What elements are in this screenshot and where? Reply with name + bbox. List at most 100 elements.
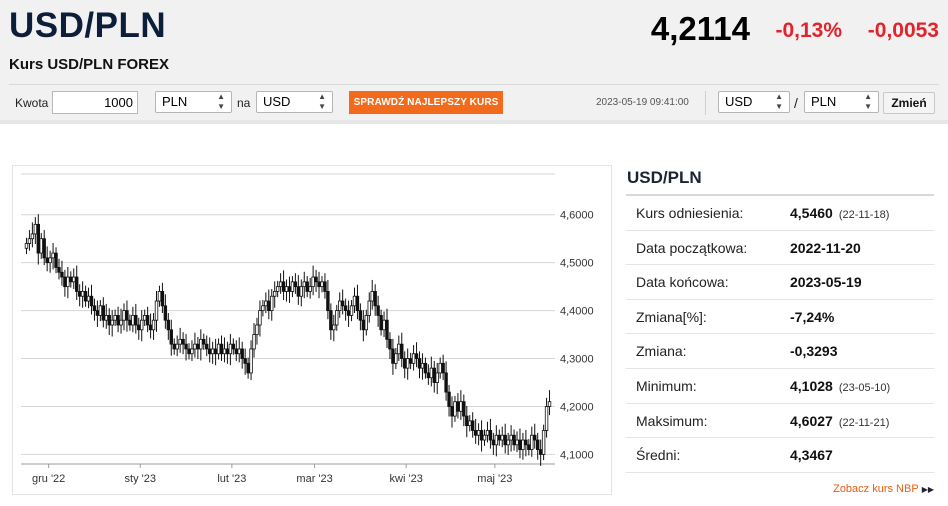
stats-title: USD/PLN xyxy=(626,164,934,196)
candle-body xyxy=(166,319,171,331)
to-currency-select[interactable]: USD ▲ ▼ xyxy=(256,91,333,113)
candle-body xyxy=(234,348,238,355)
to-currency-value: USD xyxy=(263,94,291,109)
candle-body xyxy=(388,338,392,350)
from-currency-select[interactable]: PLN ▲ ▼ xyxy=(155,91,232,113)
stats-value: 2022-11-20 xyxy=(790,240,861,256)
candle-body xyxy=(465,415,469,427)
candle-body xyxy=(515,439,519,446)
candle-body xyxy=(326,291,330,312)
stats-value-text: 4,5460 xyxy=(790,205,833,221)
candle-body xyxy=(57,267,61,273)
stats-row: Zmiana: -0,3293 xyxy=(626,334,934,369)
candle-body xyxy=(420,362,425,369)
candle-body xyxy=(494,434,499,446)
stats-value-text: 4,6027 xyxy=(790,412,833,429)
candle-body xyxy=(444,372,448,393)
candle-body xyxy=(373,291,377,307)
stats-key: Maksimum: xyxy=(636,412,708,429)
candle-body xyxy=(340,300,345,307)
candle-body xyxy=(154,300,159,321)
change-pair-button[interactable]: Zmień xyxy=(883,92,935,114)
candle-body xyxy=(237,348,241,355)
candle-body xyxy=(225,348,230,355)
candle-body xyxy=(181,338,185,345)
candle-body xyxy=(538,449,543,455)
candle-body xyxy=(346,310,351,316)
x-tick-label: maj '23 xyxy=(477,473,512,485)
amount-input[interactable] xyxy=(52,91,138,114)
y-tick-label: 4,2000 xyxy=(560,401,594,413)
candle-body xyxy=(48,257,52,264)
candle-body xyxy=(453,401,457,417)
candle-body xyxy=(287,286,292,292)
candle-body xyxy=(314,276,318,283)
candle-body xyxy=(36,223,40,254)
stats-value: 4,5460 (22-11-18) xyxy=(790,205,889,221)
candle-body xyxy=(533,434,537,441)
from-currency-value: PLN xyxy=(162,94,188,109)
stats-value-text: 4,1028 xyxy=(790,377,833,394)
candle-body xyxy=(228,343,233,355)
candle-body xyxy=(441,362,445,374)
candle-body xyxy=(83,291,88,302)
quote-timestamp: 2023-05-19 09:41:00 xyxy=(596,97,689,108)
candle-body xyxy=(338,300,342,312)
quote-currency-select[interactable]: PLN ▲ ▼ xyxy=(804,91,879,113)
candle-body xyxy=(246,362,250,374)
candle-body xyxy=(296,286,301,297)
page-subtitle: Kurs USD/PLN FOREX xyxy=(9,56,170,73)
candle-body xyxy=(243,358,247,364)
candle-body xyxy=(240,348,244,359)
candle-body xyxy=(500,434,504,441)
candle-body xyxy=(541,430,546,455)
candle-body xyxy=(536,439,540,451)
candle-body xyxy=(175,343,179,350)
stats-key: Data końcowa: xyxy=(636,274,729,291)
y-tick-label: 4,6000 xyxy=(560,210,594,222)
select-arrows-icon: ▲ ▼ xyxy=(217,92,225,111)
candle-body xyxy=(270,295,274,312)
candle-body xyxy=(450,406,454,417)
candle-body xyxy=(527,444,531,451)
candle-body xyxy=(187,348,191,355)
candle-body xyxy=(122,310,126,321)
candle-body xyxy=(302,281,306,288)
candle-body xyxy=(231,343,236,350)
candle-body xyxy=(30,233,35,240)
stats-row: Data początkowa: 2022-11-20 xyxy=(626,231,934,266)
candle-body xyxy=(335,310,339,326)
base-currency-select[interactable]: USD ▲ ▼ xyxy=(718,91,790,113)
candle-body xyxy=(408,358,413,364)
candle-body xyxy=(51,252,55,259)
select-arrows-icon: ▲ ▼ xyxy=(864,92,872,111)
candle-body xyxy=(60,271,64,278)
candle-body xyxy=(332,324,336,331)
stats-date: (22-11-18) xyxy=(838,209,890,221)
nbp-rate-link[interactable]: Zobacz kurs NBP ▶▶ xyxy=(833,483,934,495)
candle-body xyxy=(275,286,280,292)
candle-body xyxy=(485,430,490,436)
y-tick-label: 4,3000 xyxy=(560,354,594,366)
candle-body xyxy=(184,343,188,350)
candle-body xyxy=(196,343,200,350)
candle-body xyxy=(417,358,422,369)
price-chart[interactable]: 4,6000 4,5000 4,4000 4,3000 4,2000 4,1000 gru … xyxy=(12,165,612,495)
candle-body xyxy=(426,372,431,379)
candle-body xyxy=(509,434,513,441)
candle-body xyxy=(92,305,97,312)
candle-body xyxy=(473,430,478,436)
candle-body xyxy=(311,276,315,288)
y-tick-label: 4,4000 xyxy=(560,306,594,318)
y-tick-label: 4,1000 xyxy=(560,449,594,461)
candle-body xyxy=(497,434,501,441)
candle-body xyxy=(278,281,283,288)
best-rate-button[interactable]: SPRAWDŹ NAJLEPSZY KURS xyxy=(349,91,503,114)
candle-body xyxy=(42,238,46,259)
candle-body xyxy=(482,434,487,441)
candle-body xyxy=(355,295,360,312)
candle-body xyxy=(116,315,120,326)
candle-body xyxy=(119,319,123,326)
candle-body xyxy=(213,348,218,355)
candle-body xyxy=(376,305,380,316)
